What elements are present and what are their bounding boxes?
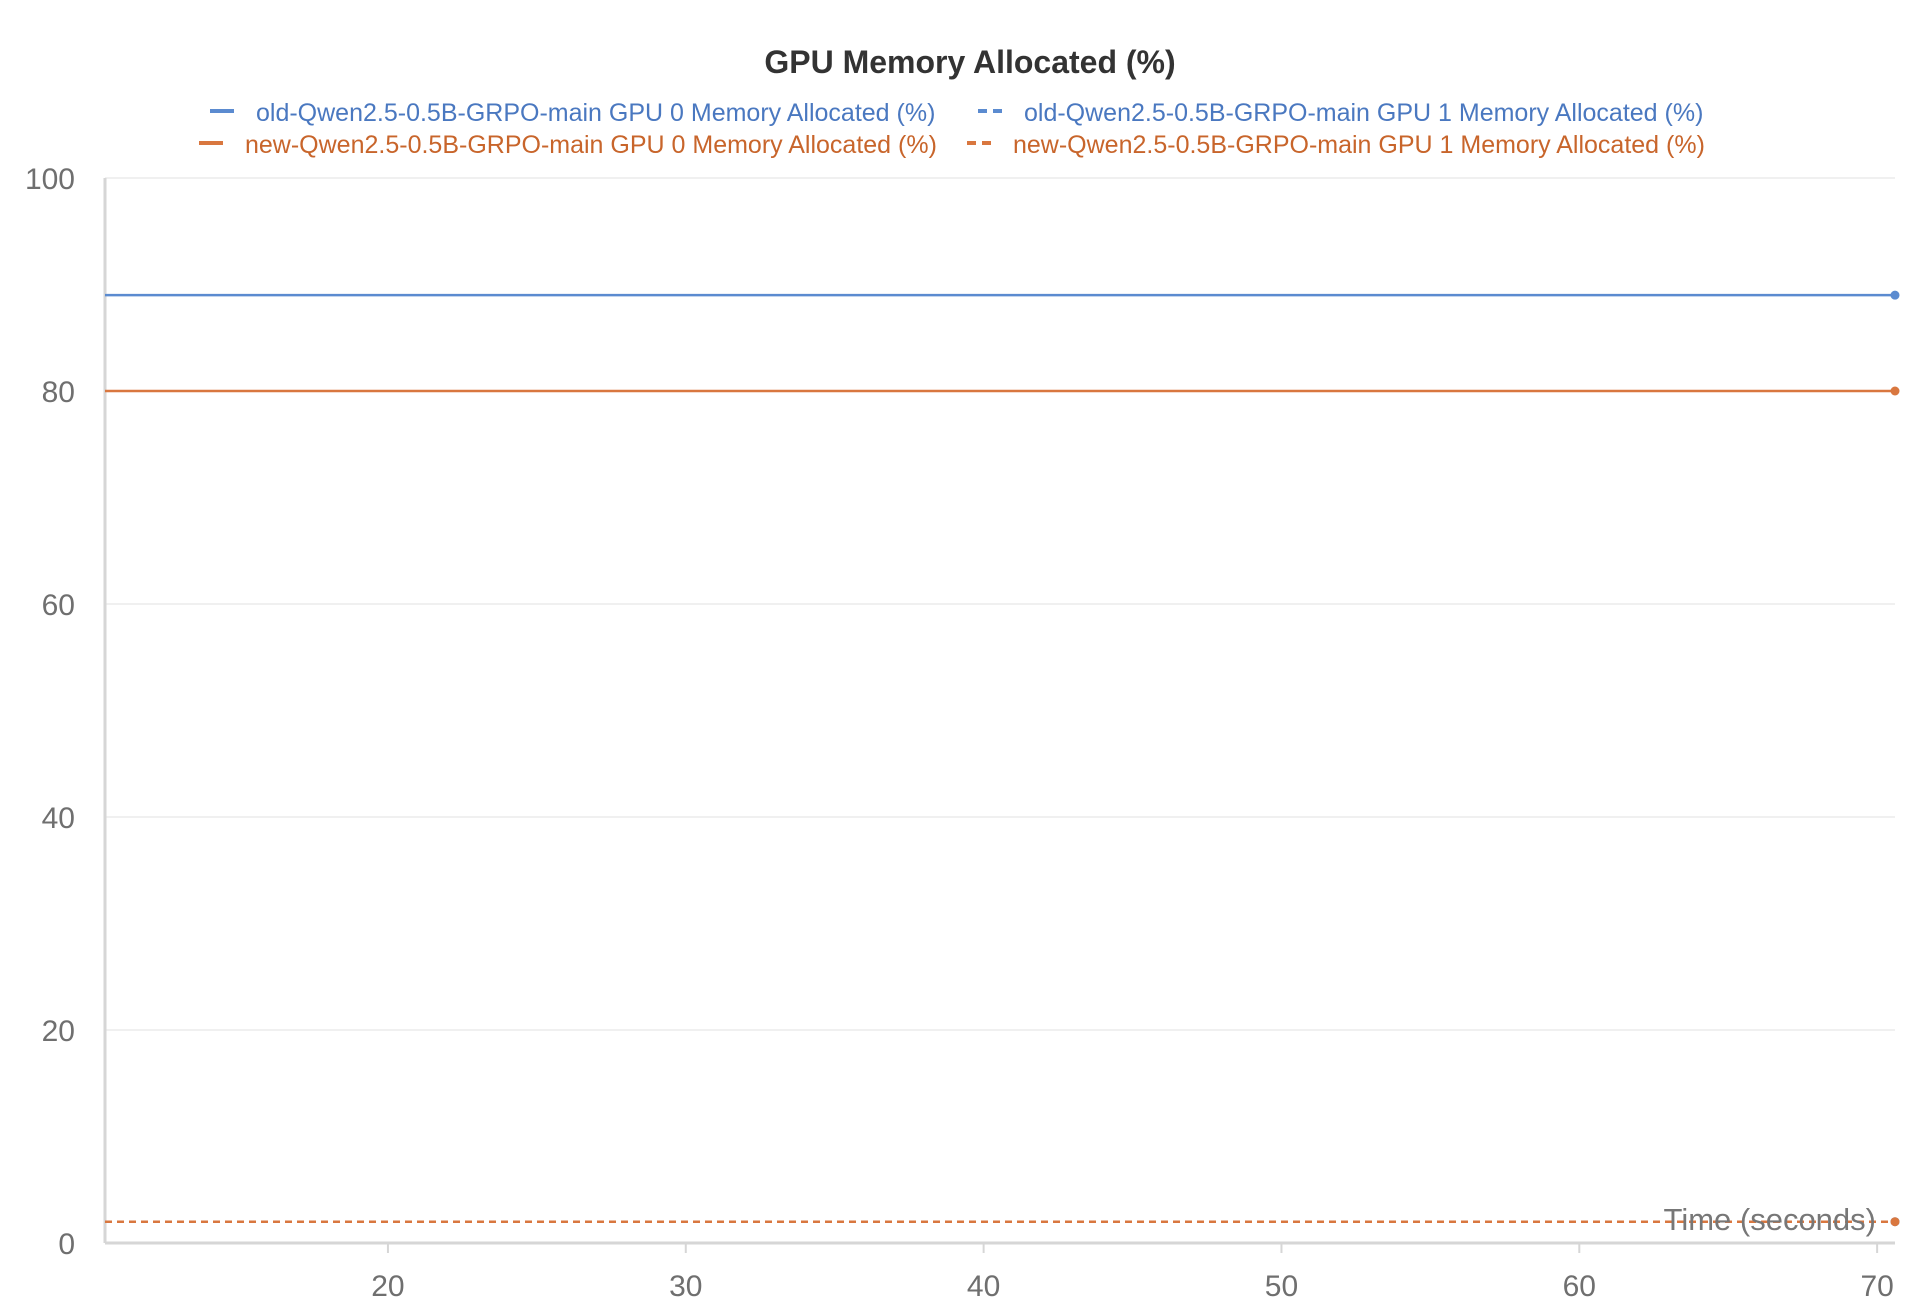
x-axis-label: Time (seconds)	[1664, 1202, 1876, 1237]
axes: 0 20 40 60 80 100 20 30 40 50 60 70	[25, 163, 1895, 1303]
y-tick-label: 20	[42, 1015, 75, 1048]
legend-label: new-Qwen2.5-0.5B-GRPO-main GPU 1 Memory …	[1013, 131, 1705, 159]
y-tick-label: 60	[42, 589, 75, 622]
y-tick-label: 100	[25, 163, 75, 196]
x-tick-label: 30	[669, 1270, 702, 1303]
y-tick-label: 40	[42, 802, 75, 835]
x-tick-label: 50	[1265, 1270, 1298, 1303]
x-tick-label: 60	[1563, 1270, 1596, 1303]
legend-item-2[interactable]: new-Qwen2.5-0.5B-GRPO-main GPU 0 Memory …	[199, 131, 937, 159]
y-tick-label: 0	[58, 1228, 75, 1261]
legend-label: old-Qwen2.5-0.5B-GRPO-main GPU 0 Memory …	[256, 99, 935, 127]
x-tick-label: 20	[371, 1270, 404, 1303]
x-tick-label: 40	[967, 1270, 1000, 1303]
y-tick-label: 80	[42, 376, 75, 409]
legend-label: new-Qwen2.5-0.5B-GRPO-main GPU 0 Memory …	[245, 131, 937, 159]
x-tick-label: 70	[1860, 1270, 1893, 1303]
series-end-point-0	[1890, 290, 1900, 300]
series-end-point-2	[1890, 386, 1900, 396]
legend-label: old-Qwen2.5-0.5B-GRPO-main GPU 1 Memory …	[1024, 99, 1703, 127]
grid	[105, 177, 1895, 1031]
legend-item-3[interactable]: new-Qwen2.5-0.5B-GRPO-main GPU 1 Memory …	[967, 131, 1705, 159]
legend-item-0[interactable]: old-Qwen2.5-0.5B-GRPO-main GPU 0 Memory …	[210, 99, 935, 127]
legend: old-Qwen2.5-0.5B-GRPO-main GPU 0 Memory …	[199, 99, 1705, 159]
chart-title: GPU Memory Allocated (%)	[764, 44, 1175, 80]
series-end-point-3	[1890, 1217, 1900, 1227]
series-group	[105, 290, 1900, 1227]
legend-item-1[interactable]: old-Qwen2.5-0.5B-GRPO-main GPU 1 Memory …	[978, 99, 1703, 127]
